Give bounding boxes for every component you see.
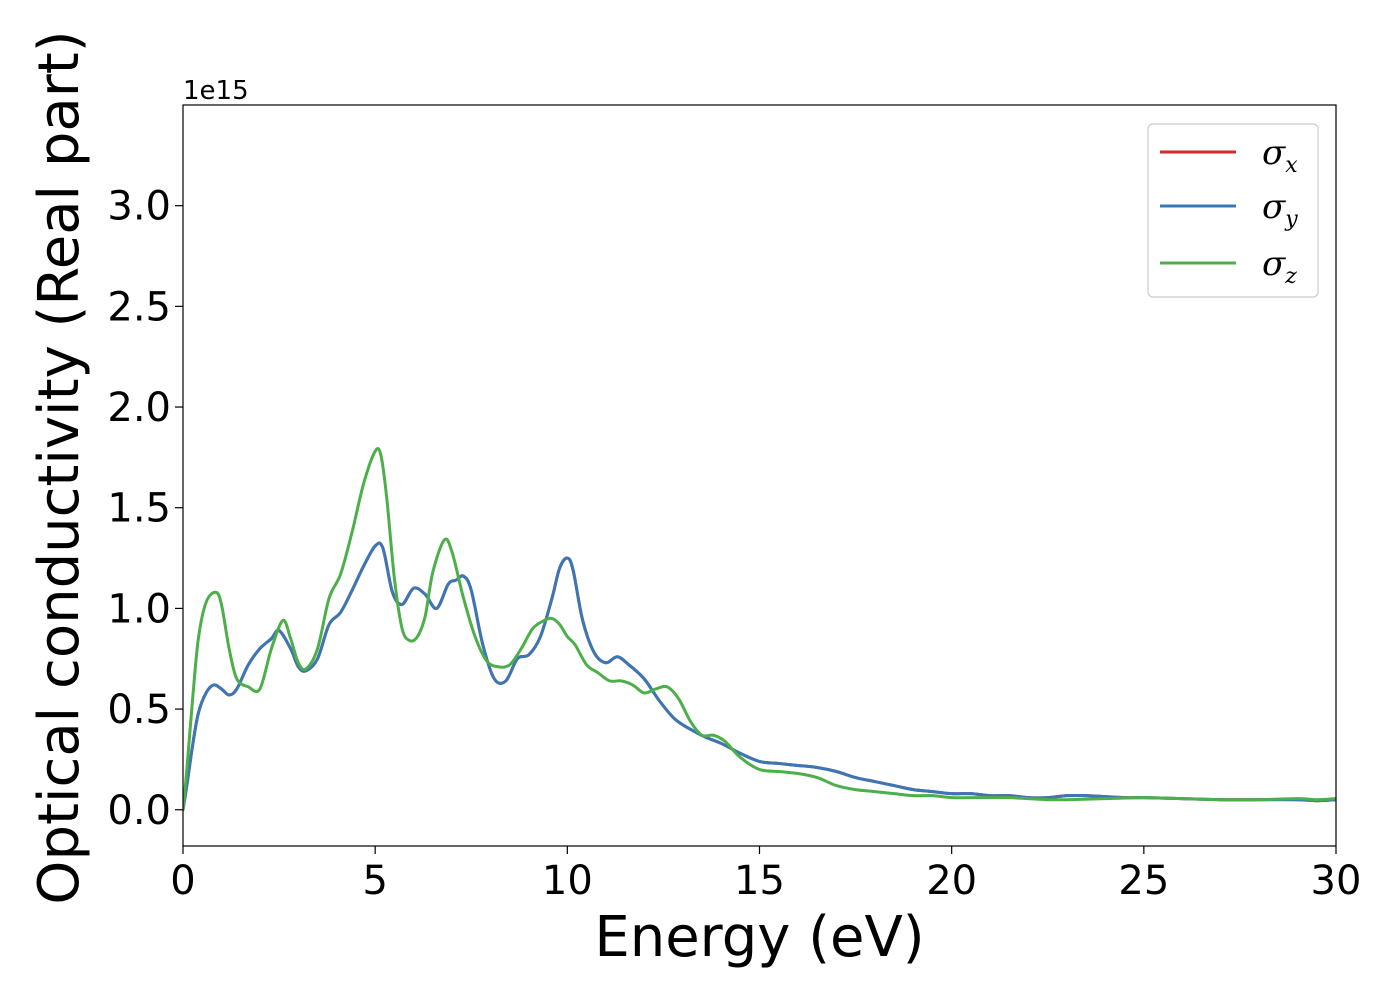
x-tick-label: 5 [362, 858, 387, 904]
x-tick-label: 15 [734, 858, 785, 904]
legend-item-sigma-x: σx [1160, 133, 1298, 178]
x-axis-label: Energy (eV) [594, 905, 924, 970]
legend-label: σy [1262, 187, 1298, 232]
y-tick-label: 1.5 [107, 486, 171, 532]
y-axis-label: Optical conductivity (Real part) [27, 30, 92, 904]
x-axis: 0 5 10 15 20 25 30 [170, 846, 1361, 904]
x-tick-label: 20 [926, 858, 977, 904]
legend-label: σz [1262, 244, 1297, 289]
series-layer [183, 447, 1336, 812]
legend-item-sigma-z: σz [1160, 244, 1297, 289]
legend: σx σy σz [1147, 123, 1319, 298]
series-line-y [183, 541, 1336, 812]
y-tick-label: 2.0 [107, 385, 171, 431]
y-tick-label: 3.0 [107, 184, 171, 230]
x-tick-label: 0 [170, 858, 195, 904]
legend-label: σx [1262, 133, 1298, 178]
y-tick-label: 1.0 [107, 586, 171, 632]
x-tick-label: 30 [1311, 858, 1362, 904]
legend-box [1147, 123, 1319, 298]
y-tick-label: 2.5 [107, 284, 171, 330]
x-tick-label: 25 [1118, 858, 1169, 904]
y-tick-label: 0.5 [107, 687, 171, 733]
y-axis-offset-label: 1e15 [183, 76, 249, 106]
series-line-z [183, 447, 1336, 812]
y-tick-label: 0.0 [107, 788, 171, 834]
x-tick-label: 10 [542, 858, 593, 904]
y-axis: 0.0 0.5 1.0 1.5 2.0 2.5 3.0 [107, 184, 183, 834]
legend-item-sigma-y: σy [1160, 187, 1298, 232]
